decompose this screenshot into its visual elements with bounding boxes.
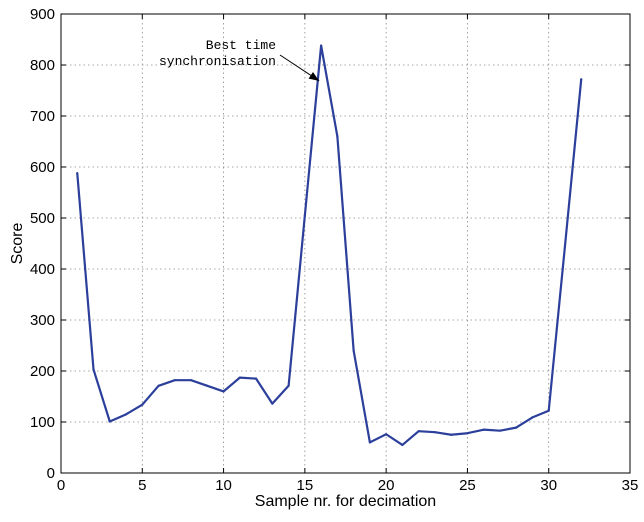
data-point [401,443,404,447]
data-point [433,431,437,434]
data-point [206,384,209,387]
y-tick-label: 300 [30,312,55,329]
data-point [76,172,79,175]
data-point [124,413,128,416]
y-tick-label: 0 [47,465,55,482]
annotation-text-line-2: synchronisation [159,54,276,69]
data-point [580,78,583,81]
axis-ticks [60,13,631,474]
y-tick-label: 700 [30,108,55,125]
data-point [352,349,355,352]
y-tick-labels: 0 100 200 300 400 500 600 700 800 900 [30,6,55,482]
x-tick-label: 25 [459,477,476,494]
y-tick-label: 200 [30,363,55,380]
x-tick-label: 0 [57,477,65,494]
x-tick-labels: 0 5 10 15 20 25 30 35 [57,477,639,494]
x-tick-label: 35 [622,477,639,494]
data-point [189,379,193,382]
x-tick-label: 5 [138,477,146,494]
series-points [76,44,583,447]
y-tick-label: 400 [30,261,55,278]
x-tick-label: 10 [215,477,232,494]
data-point [303,214,306,217]
annotation-best-time: Best time synchronisation [159,38,320,82]
grid [61,14,630,473]
annotation-text-line-1: Best time [206,38,276,53]
data-point [157,384,160,387]
annotation-arrow-head [308,71,320,81]
data-point [466,432,469,435]
data-point [238,376,241,379]
y-axis-label: Score [9,223,26,265]
data-point [141,403,144,406]
data-point [563,244,567,248]
y-tick-label: 800 [30,57,55,74]
y-tick-label: 500 [30,210,55,227]
data-point [254,377,258,380]
data-point [515,426,518,429]
data-point [450,433,453,436]
data-point [547,409,550,412]
y-tick-label: 100 [30,414,55,431]
data-point [320,44,323,47]
data-point [368,441,371,444]
data-point [531,416,534,419]
data-point [417,430,420,433]
data-point [108,420,111,423]
y-tick-label: 900 [30,6,55,23]
x-tick-label: 20 [378,477,395,494]
series-line [76,44,583,447]
data-point [498,429,502,432]
data-point [222,390,225,393]
data-point [173,379,176,382]
data-point [336,135,339,138]
data-point [287,384,290,387]
data-point [385,433,388,436]
plot-frame [60,13,631,474]
x-axis-label: Sample nr. for decimation [255,493,436,510]
data-point [92,368,95,371]
y-tick-label: 600 [30,159,55,176]
data-point [271,402,274,405]
x-tick-label: 30 [540,477,557,494]
x-tick-label: 15 [297,477,314,494]
data-point [482,428,485,431]
